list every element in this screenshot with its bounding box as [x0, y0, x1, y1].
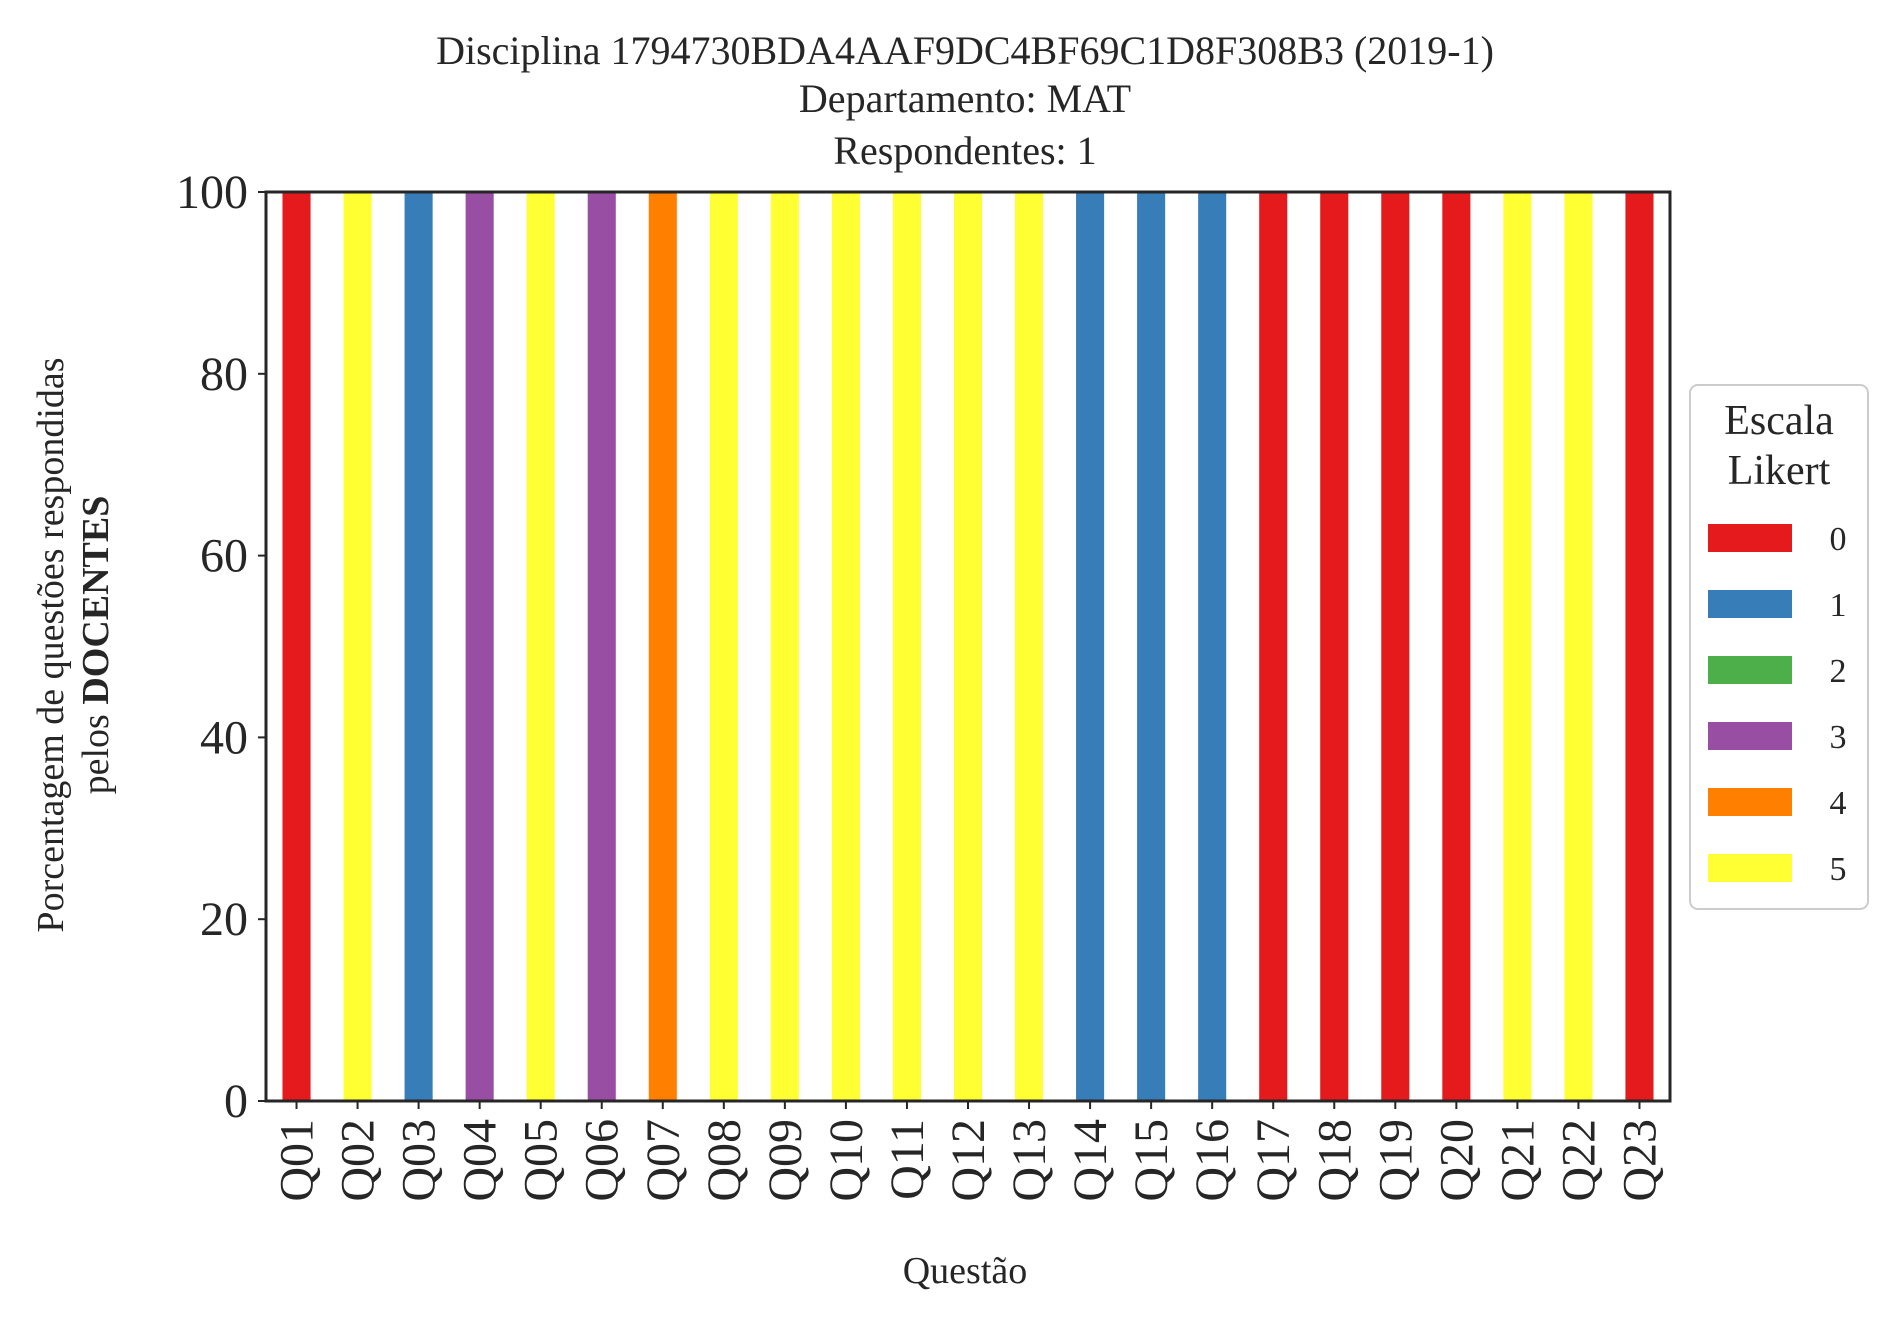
chart-title: Disciplina 1794730BDA4AAF9DC4BF69C1D8F30…: [436, 28, 1494, 173]
bar-q08-likert-5: [709, 192, 738, 1101]
y-tick-label: 0: [224, 1075, 248, 1128]
y-axis-label-line-2: pelos DOCENTES: [75, 496, 117, 795]
chart-title-line-2: Departamento: MAT: [799, 76, 1131, 121]
x-tick-label: Q23: [1613, 1119, 1666, 1202]
y-axis-label-line-2-prefix: pelos: [75, 705, 117, 795]
bar-q20-likert-0: [1442, 192, 1471, 1101]
bar-q18-likert-0: [1320, 192, 1349, 1101]
bar-q05-likert-5: [526, 192, 555, 1101]
x-tick-label: Q15: [1125, 1119, 1178, 1202]
y-tick-label: 60: [200, 530, 248, 583]
plot-frame: [264, 190, 1672, 1103]
bar-q15-likert-1: [1137, 192, 1166, 1101]
legend-label-2: 2: [1830, 653, 1847, 690]
y-tick-label: 80: [200, 348, 248, 401]
bar-q03-likert-1: [404, 192, 433, 1101]
bar-q13-likert-5: [1015, 192, 1044, 1101]
x-tick-label: Q09: [759, 1119, 812, 1202]
legend-swatch-0: [1708, 524, 1792, 552]
x-tick-label: Q14: [1064, 1119, 1117, 1202]
legend-label-0: 0: [1830, 521, 1847, 558]
y-axis-label-line-1: Porcentagem de questões respondidas: [30, 357, 72, 932]
bar-q22-likert-5: [1564, 192, 1593, 1101]
x-tick-label: Q19: [1369, 1119, 1422, 1202]
legend-swatch-5: [1708, 854, 1792, 882]
x-tick-label: Q07: [637, 1119, 690, 1202]
legend-swatch-3: [1708, 722, 1792, 750]
x-axis-label: Questão: [903, 1250, 1028, 1292]
legend-title-line-2: Likert: [1728, 448, 1831, 494]
x-tick-label: Q22: [1552, 1119, 1605, 1202]
x-tick-label: Q21: [1491, 1119, 1544, 1202]
y-tick-label: 20: [200, 893, 248, 946]
x-axis-ticks: Q01 Q02 Q03 Q04 Q05 Q06 Q07 Q08 Q09 Q10 Q11 Q12 Q13 Q…: [271, 1101, 1666, 1202]
bar-q19-likert-0: [1381, 192, 1410, 1101]
x-tick-label: Q06: [576, 1119, 629, 1202]
x-tick-label: Q02: [332, 1119, 385, 1202]
legend-label-5: 5: [1830, 851, 1847, 888]
bar-q21-likert-5: [1503, 192, 1532, 1101]
x-tick-label: Q03: [393, 1119, 446, 1202]
x-tick-label: Q12: [942, 1119, 995, 1202]
chart-title-line-1: Disciplina 1794730BDA4AAF9DC4BF69C1D8F30…: [436, 28, 1494, 73]
x-tick-label: Q11: [881, 1119, 934, 1200]
bar-q06-likert-3: [587, 192, 616, 1101]
x-tick-label: Q10: [820, 1119, 873, 1202]
legend-swatch-2: [1708, 656, 1792, 684]
bar-q23-likert-0: [1625, 192, 1654, 1101]
legend-title-line-1: Escala: [1724, 398, 1834, 444]
x-tick-label: Q08: [698, 1119, 751, 1202]
legend-label-3: 3: [1830, 719, 1847, 756]
bar-q11-likert-5: [892, 192, 921, 1101]
y-tick-label: 100: [176, 166, 248, 219]
x-tick-label: Q17: [1247, 1119, 1300, 1202]
bar-q16-likert-1: [1198, 192, 1227, 1101]
legend-items: 0 1 2 3 4 5: [1708, 521, 1847, 888]
y-axis-label: Porcentagem de questões respondidas pelo…: [30, 357, 117, 932]
y-tick-label: 40: [200, 711, 248, 764]
x-tick-label: Q05: [515, 1119, 568, 1202]
bar-q02-likert-5: [343, 192, 372, 1101]
y-axis-label-line-2-bold: DOCENTES: [75, 496, 117, 705]
x-tick-label: Q13: [1003, 1119, 1056, 1202]
bar-q14-likert-1: [1076, 192, 1105, 1101]
bar-q17-likert-0: [1259, 192, 1288, 1101]
bar-q01-likert-0: [282, 192, 311, 1101]
x-tick-label: Q16: [1186, 1119, 1239, 1202]
x-tick-label: Q18: [1308, 1119, 1361, 1202]
x-tick-label: Q04: [454, 1119, 507, 1202]
bar-q10-likert-5: [831, 192, 860, 1101]
legend: Escala Likert 0 1 2 3 4 5: [1689, 384, 1869, 910]
y-axis-ticks: 0 20 40 60 80 100: [176, 166, 266, 1128]
legend-label-4: 4: [1830, 785, 1847, 822]
legend-frame: [1689, 384, 1869, 910]
chart-title-line-3: Respondentes: 1: [833, 128, 1096, 173]
x-tick-label: Q01: [271, 1119, 324, 1202]
bar-q04-likert-3: [465, 192, 494, 1101]
bar-q09-likert-5: [770, 192, 799, 1101]
legend-swatch-1: [1708, 590, 1792, 618]
bars-group: [282, 192, 1654, 1101]
x-tick-label: Q20: [1430, 1119, 1483, 1202]
legend-swatch-4: [1708, 788, 1792, 816]
bar-q12-likert-5: [953, 192, 983, 1101]
legend-label-1: 1: [1830, 587, 1847, 624]
bar-q07-likert-4: [648, 192, 677, 1101]
